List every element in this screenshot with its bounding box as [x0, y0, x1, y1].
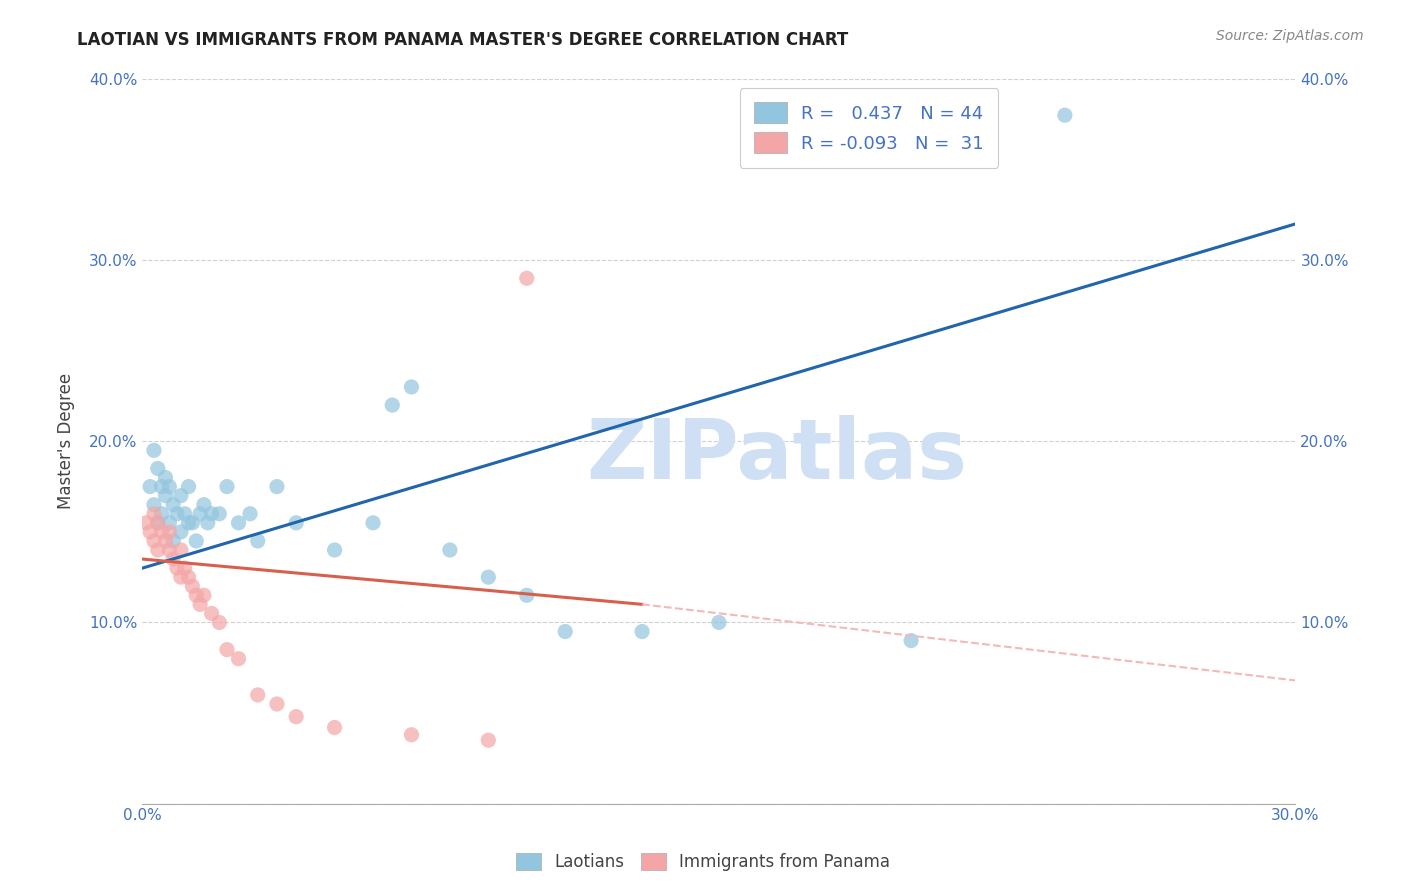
Point: [246, 688, 269, 702]
Point: [201, 607, 224, 621]
Point: [193, 498, 215, 512]
Point: [285, 516, 308, 530]
Point: [177, 570, 200, 584]
Point: [162, 498, 184, 512]
Point: [361, 516, 384, 530]
Point: [900, 633, 922, 648]
Point: [401, 380, 423, 394]
Point: [439, 543, 461, 558]
Point: [381, 398, 404, 412]
Point: [170, 524, 193, 539]
Point: [146, 461, 169, 475]
Point: [266, 697, 288, 711]
Point: [228, 516, 250, 530]
Point: [143, 498, 166, 512]
Point: [477, 570, 499, 584]
Point: [215, 480, 238, 494]
Point: [516, 271, 538, 285]
Point: [201, 507, 224, 521]
Text: ZIPatlas: ZIPatlas: [586, 416, 967, 496]
Point: [197, 516, 219, 530]
Point: [177, 480, 200, 494]
Text: Source: ZipAtlas.com: Source: ZipAtlas.com: [1216, 29, 1364, 43]
Point: [285, 709, 308, 723]
Point: [146, 516, 169, 530]
Point: [228, 651, 250, 665]
Point: [162, 552, 184, 566]
Point: [181, 579, 204, 593]
Point: [143, 533, 166, 548]
Point: [477, 733, 499, 747]
Point: [181, 516, 204, 530]
Point: [246, 533, 269, 548]
Point: [401, 728, 423, 742]
Point: [146, 543, 169, 558]
Point: [139, 480, 162, 494]
Point: [208, 507, 231, 521]
Point: [139, 524, 162, 539]
Point: [186, 588, 208, 602]
Point: [170, 489, 193, 503]
Legend: R =   0.437   N = 44, R = -0.093   N =  31: R = 0.437 N = 44, R = -0.093 N = 31: [740, 88, 998, 168]
Point: [188, 598, 211, 612]
Point: [707, 615, 730, 630]
Point: [215, 642, 238, 657]
Point: [173, 561, 195, 575]
Point: [157, 543, 180, 558]
Point: [155, 489, 177, 503]
Point: [323, 721, 346, 735]
Point: [631, 624, 654, 639]
Point: [170, 543, 193, 558]
Point: [516, 588, 538, 602]
Point: [186, 533, 208, 548]
Point: [323, 543, 346, 558]
Point: [150, 524, 173, 539]
Point: [135, 516, 157, 530]
Legend: Laotians, Immigrants from Panama: Laotians, Immigrants from Panama: [508, 845, 898, 880]
Point: [239, 507, 262, 521]
Point: [155, 470, 177, 484]
Point: [143, 443, 166, 458]
Point: [162, 533, 184, 548]
Point: [157, 516, 180, 530]
Point: [143, 507, 166, 521]
Point: [166, 561, 188, 575]
Y-axis label: Master's Degree: Master's Degree: [58, 373, 75, 509]
Point: [177, 516, 200, 530]
Point: [554, 624, 576, 639]
Point: [146, 516, 169, 530]
Point: [155, 533, 177, 548]
Point: [266, 480, 288, 494]
Point: [150, 507, 173, 521]
Point: [157, 524, 180, 539]
Point: [166, 507, 188, 521]
Point: [193, 588, 215, 602]
Point: [170, 570, 193, 584]
Point: [188, 507, 211, 521]
Point: [208, 615, 231, 630]
Point: [150, 480, 173, 494]
Text: LAOTIAN VS IMMIGRANTS FROM PANAMA MASTER'S DEGREE CORRELATION CHART: LAOTIAN VS IMMIGRANTS FROM PANAMA MASTER…: [77, 31, 849, 49]
Point: [1053, 108, 1076, 122]
Point: [157, 480, 180, 494]
Point: [173, 507, 195, 521]
